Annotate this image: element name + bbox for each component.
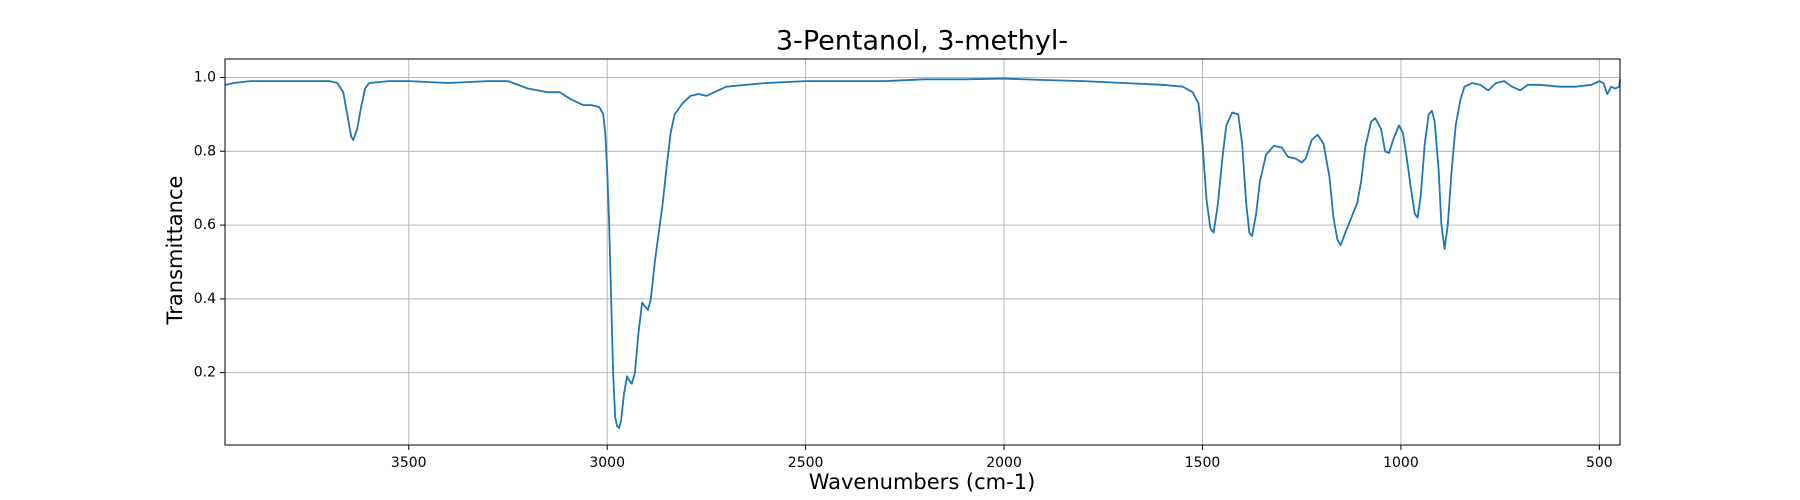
y-tick-label: 0.4	[194, 291, 216, 307]
x-tick-label: 2500	[788, 455, 824, 471]
chart-title: 3-Pentanol, 3-methyl-	[776, 26, 1068, 57]
y-tick-label: 0.2	[194, 365, 216, 381]
plot-frame	[224, 58, 1621, 446]
y-tick-label: 1.0	[194, 69, 216, 85]
x-tick-label: 500	[1586, 455, 1613, 471]
x-tick-label: 1000	[1383, 455, 1419, 471]
spectrum-line	[224, 77, 1621, 429]
x-tick-label: 1500	[1185, 455, 1221, 471]
x-tick-label: 2000	[986, 455, 1022, 471]
x-tick-label: 3000	[589, 455, 625, 471]
x-axis-label: Wavenumbers (cm-1)	[809, 470, 1036, 494]
y-axis-label: Transmittance	[163, 176, 187, 326]
y-tick-label: 0.8	[194, 143, 216, 159]
y-tick-label: 0.6	[194, 217, 216, 233]
x-tick-label: 3500	[391, 455, 427, 471]
